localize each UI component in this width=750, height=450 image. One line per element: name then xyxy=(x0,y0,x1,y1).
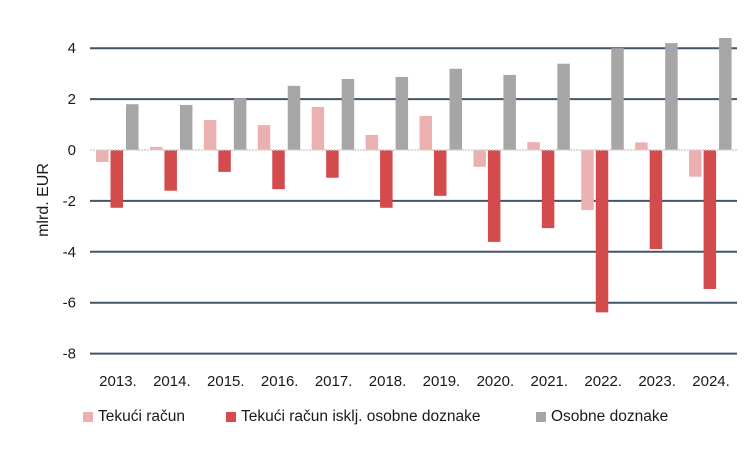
legend-item-tekuci-racun-isklj: Tekući račun isklj. osobne doznake xyxy=(226,408,481,426)
bar xyxy=(365,134,379,150)
x-tick-label: 2021. xyxy=(531,373,569,390)
legend-label: Osobne doznake xyxy=(551,408,669,425)
x-tick-label: 2017. xyxy=(315,373,353,390)
bar xyxy=(473,150,486,167)
bar xyxy=(503,74,516,150)
x-tick-label: 2020. xyxy=(477,373,515,390)
bar xyxy=(203,119,217,150)
legend-swatch-gray xyxy=(536,412,546,422)
bar xyxy=(434,150,447,196)
bar xyxy=(326,150,339,178)
legend: Tekući račun Tekući račun isklj. osobne … xyxy=(0,408,750,432)
bar xyxy=(557,63,570,150)
bar xyxy=(96,150,109,162)
bar xyxy=(287,85,301,150)
bar xyxy=(341,78,355,150)
y-axis-ticks: 4 2 0 -2 -4 -6 -8 xyxy=(63,40,76,362)
bar xyxy=(611,48,624,151)
bar xyxy=(110,150,123,208)
legend-swatch-pink xyxy=(83,412,93,422)
bar xyxy=(635,142,648,150)
bar xyxy=(487,150,501,242)
gridlines xyxy=(90,47,737,355)
x-tick-label: 2015. xyxy=(207,373,245,390)
bar xyxy=(257,125,271,150)
bar xyxy=(311,106,325,150)
y-tick-label: 0 xyxy=(68,142,76,159)
legend-swatch-red xyxy=(226,412,236,422)
bar xyxy=(380,150,393,208)
bar xyxy=(595,150,609,313)
x-tick-label: 2023. xyxy=(638,373,676,390)
bar xyxy=(703,150,717,289)
y-tick-label: 4 xyxy=(68,40,76,57)
bar xyxy=(233,98,247,150)
bar xyxy=(126,104,139,150)
bar xyxy=(272,150,285,190)
bar xyxy=(149,146,163,150)
bar xyxy=(665,43,678,150)
bar xyxy=(449,68,462,150)
legend-label: Tekući račun xyxy=(98,408,186,425)
bar xyxy=(419,115,432,150)
y-tick-label: -6 xyxy=(63,295,76,312)
x-tick-label: 2014. xyxy=(153,373,191,390)
bar xyxy=(527,142,540,150)
legend-label: Tekući račun isklj. osobne doznake xyxy=(241,408,481,425)
y-axis-label: mlrd. EUR xyxy=(35,163,52,237)
bar-chart: 420-2-4-6-8 mlrd. EUR 2013. 2014. 2015. 201… xyxy=(35,38,737,390)
bar xyxy=(541,150,555,229)
bar xyxy=(649,150,663,250)
x-tick-label: 2019. xyxy=(423,373,461,390)
x-tick-label: 2022. xyxy=(584,373,622,390)
bar xyxy=(689,150,702,177)
y-tick-label: -4 xyxy=(63,244,76,261)
x-tick-label: 2024. xyxy=(692,373,730,390)
y-tick-label: -8 xyxy=(63,346,76,363)
bar xyxy=(218,150,231,172)
x-tick-label: 2013. xyxy=(99,373,137,390)
bar xyxy=(581,150,594,211)
y-tick-label: -2 xyxy=(63,193,76,210)
bar xyxy=(719,38,732,150)
bar xyxy=(179,104,193,150)
x-axis-ticks: 2013. 2014. 2015. 2016. 2017. 2018. 2019. 2020.… xyxy=(99,373,730,390)
x-tick-label: 2018. xyxy=(369,373,407,390)
bar xyxy=(164,150,177,191)
x-tick-label: 2016. xyxy=(261,373,299,390)
y-tick-label: 2 xyxy=(68,91,76,108)
bars xyxy=(90,38,737,313)
legend-item-tekuci-racun: Tekući račun xyxy=(83,408,185,426)
legend-item-osobne-doznake: Osobne doznake xyxy=(536,408,668,426)
bar xyxy=(395,76,409,150)
